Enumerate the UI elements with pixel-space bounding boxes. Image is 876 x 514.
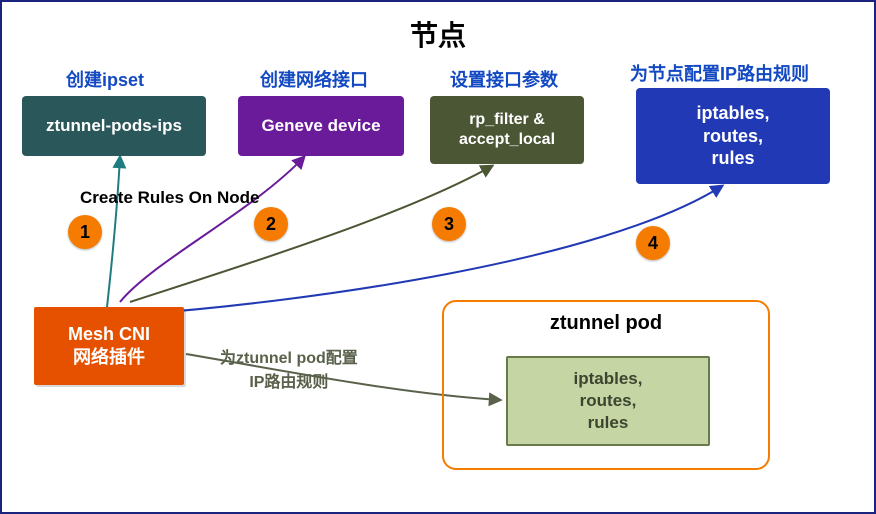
step-caption-1: 创建ipset xyxy=(66,66,144,92)
step-box-2: Geneve device xyxy=(240,98,402,154)
step-caption-4: 为节点配置IP路由规则 xyxy=(630,60,809,86)
step-badge-2: 2 xyxy=(254,207,288,241)
step-badge-1: 1 xyxy=(68,215,102,249)
step-box-4: iptables, routes, rules xyxy=(638,90,828,182)
ztunnel-pod-title: ztunnel pod xyxy=(444,312,768,335)
step-box-1: ztunnel-pods-ips xyxy=(24,98,204,154)
ztunnel-pod-inner-text: iptables, routes, rules xyxy=(574,368,643,434)
ztunnel-pod-inner-box: iptables, routes, rules xyxy=(506,356,710,446)
step-caption-3: 设置接口参数 xyxy=(450,66,558,92)
page-title: 节点 xyxy=(2,14,874,54)
arrow-a1 xyxy=(107,157,120,307)
action-label: Create Rules On Node xyxy=(80,188,260,208)
step-box-3: rp_filter & accept_local xyxy=(432,98,582,162)
ztunnel-pod-group: ztunnel pod iptables, routes, rules xyxy=(442,300,770,470)
mesh-cni-text: Mesh CNI 网络插件 xyxy=(68,323,150,370)
mid-label: 为ztunnel pod配置 IP路由规则 xyxy=(220,326,358,392)
mesh-cni-box: Mesh CNI 网络插件 xyxy=(34,307,184,385)
step-badge-3: 3 xyxy=(432,207,466,241)
step-caption-2: 创建网络接口 xyxy=(260,66,368,92)
step-badge-4: 4 xyxy=(636,226,670,260)
